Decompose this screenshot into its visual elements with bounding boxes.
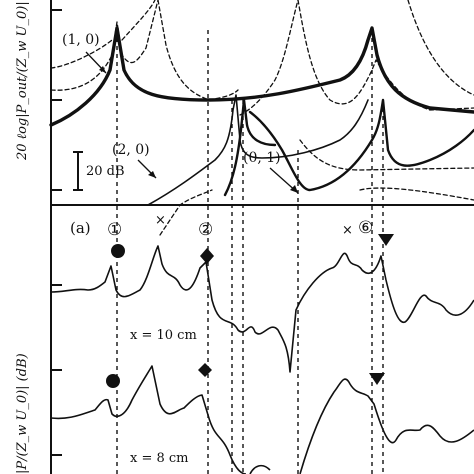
scale-bar-label: 20 dB (86, 164, 125, 179)
series-label-x-10cm: x = 10 cm (130, 328, 197, 343)
peak-label-2: ② (198, 220, 213, 240)
peak-label-x-1: × (155, 213, 166, 228)
top-curves (49, 0, 474, 236)
bottom-annotations: (a) ① × ② × ⑥ x = 10 cm x = 8 cm (70, 213, 373, 466)
markers (106, 234, 394, 388)
marker-circle (106, 374, 120, 388)
mode-label-1-0: (1, 0) (62, 32, 100, 48)
bottom-y-axis-label: |P/(Z_w U_0)| (dB) (15, 353, 30, 474)
mode-label-0-1: (0, 1) (243, 150, 281, 166)
scale-bar (73, 151, 83, 191)
bottom-curves (50, 245, 474, 474)
peak-label-6: ⑥ (358, 218, 373, 238)
marker-circle (111, 244, 125, 258)
series-line-dashed (50, 0, 474, 236)
peak-label-x-2: × (342, 223, 353, 238)
series-line-2-0 (147, 94, 369, 206)
marker-triangle-down (378, 234, 394, 246)
series-line-1-0 (49, 26, 474, 127)
series-line-0-1 (223, 98, 474, 197)
marker-diamond (198, 363, 212, 377)
marker-diamond (200, 248, 214, 264)
top-y-axis-label: 20 ℓog|P_out/(Z_w U_0)| (dB) (15, 0, 30, 161)
peak-label-1: ① (107, 220, 122, 240)
panel-label: (a) (70, 219, 91, 237)
marker-triangle-down (369, 373, 385, 385)
mode-label-2-0: (2, 0) (112, 142, 150, 158)
series-line-x-10cm (50, 245, 474, 373)
series-label-x-8cm: x = 8 cm (130, 451, 189, 466)
top-annotations: (1, 0) (2, 0) (0, 1) (62, 32, 299, 194)
plot-frame (50, 0, 474, 474)
left-axis-ticks (51, 9, 62, 456)
series-line-x-8cm (50, 365, 474, 474)
